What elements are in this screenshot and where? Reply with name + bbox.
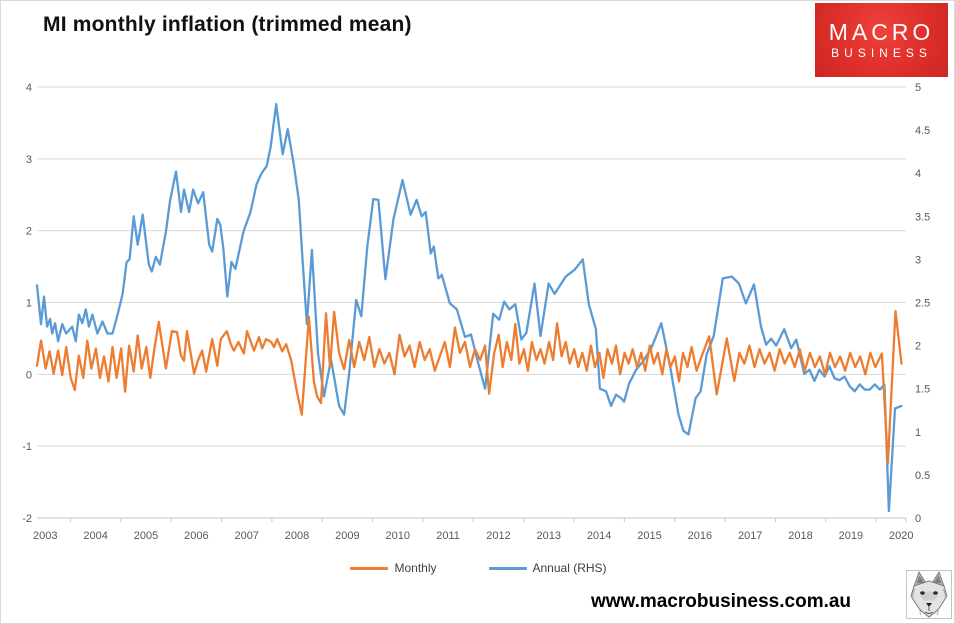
left-axis-tick-label: -1 [22, 441, 32, 453]
monthly-series-line [35, 309, 903, 465]
right-axis-tick-label: 3.5 [915, 211, 930, 223]
right-axis-tick-label: 1 [915, 427, 921, 439]
x-axis-tick-label: 2009 [335, 530, 359, 542]
right-axis-tick-label: 0 [915, 513, 921, 525]
right-axis-tick-label: 3 [915, 254, 921, 266]
chart-legend: Monthly Annual (RHS) [1, 561, 954, 575]
left-axis-tick-label: 2 [26, 226, 32, 238]
monthly-series-swatch [350, 566, 389, 570]
left-axis-tick-label: -2 [22, 513, 32, 525]
wolf-logo [906, 570, 952, 619]
right-axis-tick-label: 4 [915, 168, 921, 180]
x-axis-tick-label: 2020 [889, 530, 913, 542]
right-axis-tick-label: 4.5 [915, 125, 930, 137]
logo-text-macro: MACRO [828, 19, 935, 46]
x-axis-tick-label: 2010 [386, 530, 410, 542]
x-axis-tick-label: 2004 [83, 530, 107, 542]
x-axis-tick-label: 2013 [537, 530, 561, 542]
left-axis-tick-label: 4 [26, 82, 32, 94]
x-axis-tick-label: 2011 [436, 530, 460, 542]
right-axis-tick-label: 1.5 [915, 384, 930, 396]
x-axis-tick-label: 2006 [184, 530, 208, 542]
right-axis-tick-label: 2 [915, 341, 921, 353]
chart-title: MI monthly inflation (trimmed mean) [43, 13, 412, 36]
legend-item-monthly: Monthly [350, 561, 437, 575]
macrobusiness-logo: MACRO BUSINESS [815, 3, 948, 77]
x-axis-tick-label: 2018 [788, 530, 812, 542]
legend-label-annual: Annual (RHS) [532, 561, 607, 575]
x-axis-tick-label: 2019 [839, 530, 863, 542]
logo-text-business: BUSINESS [831, 46, 932, 61]
x-axis-tick-label: 2008 [285, 530, 309, 542]
line-chart: 4 3 2 1 0 -1 -2 5 4.5 4 3.5 3 2.5 2 1.5 1 0.5 0 2003 2004 20… [22, 82, 930, 542]
x-axis-tick-label: 2007 [234, 530, 258, 542]
wolf-sketch-icon [910, 571, 948, 618]
legend-item-annual: Annual (RHS) [488, 561, 607, 575]
x-axis-tick-label: 2015 [637, 530, 661, 542]
x-axis-tick-label: 2014 [587, 530, 611, 542]
x-axis-tick-label: 2003 [33, 530, 57, 542]
x-axis-tick-label: 2005 [134, 530, 158, 542]
annual-series-line [35, 103, 903, 513]
right-axis-tick-label: 0.5 [915, 470, 930, 482]
x-axis-tick-label: 2016 [688, 530, 712, 542]
left-axis-tick-label: 0 [26, 369, 32, 381]
x-axis-tick-label: 2012 [486, 530, 510, 542]
left-axis-tick-label: 1 [26, 298, 32, 310]
left-axis-tick-label: 3 [26, 154, 32, 166]
right-axis-tick-label: 5 [915, 82, 921, 94]
website-text: www.macrobusiness.com.au [590, 591, 852, 612]
annual-series-swatch [488, 566, 527, 570]
right-axis-tick-label: 2.5 [915, 298, 930, 310]
x-axis-tick-label: 2017 [738, 530, 762, 542]
legend-label-monthly: Monthly [394, 561, 437, 575]
